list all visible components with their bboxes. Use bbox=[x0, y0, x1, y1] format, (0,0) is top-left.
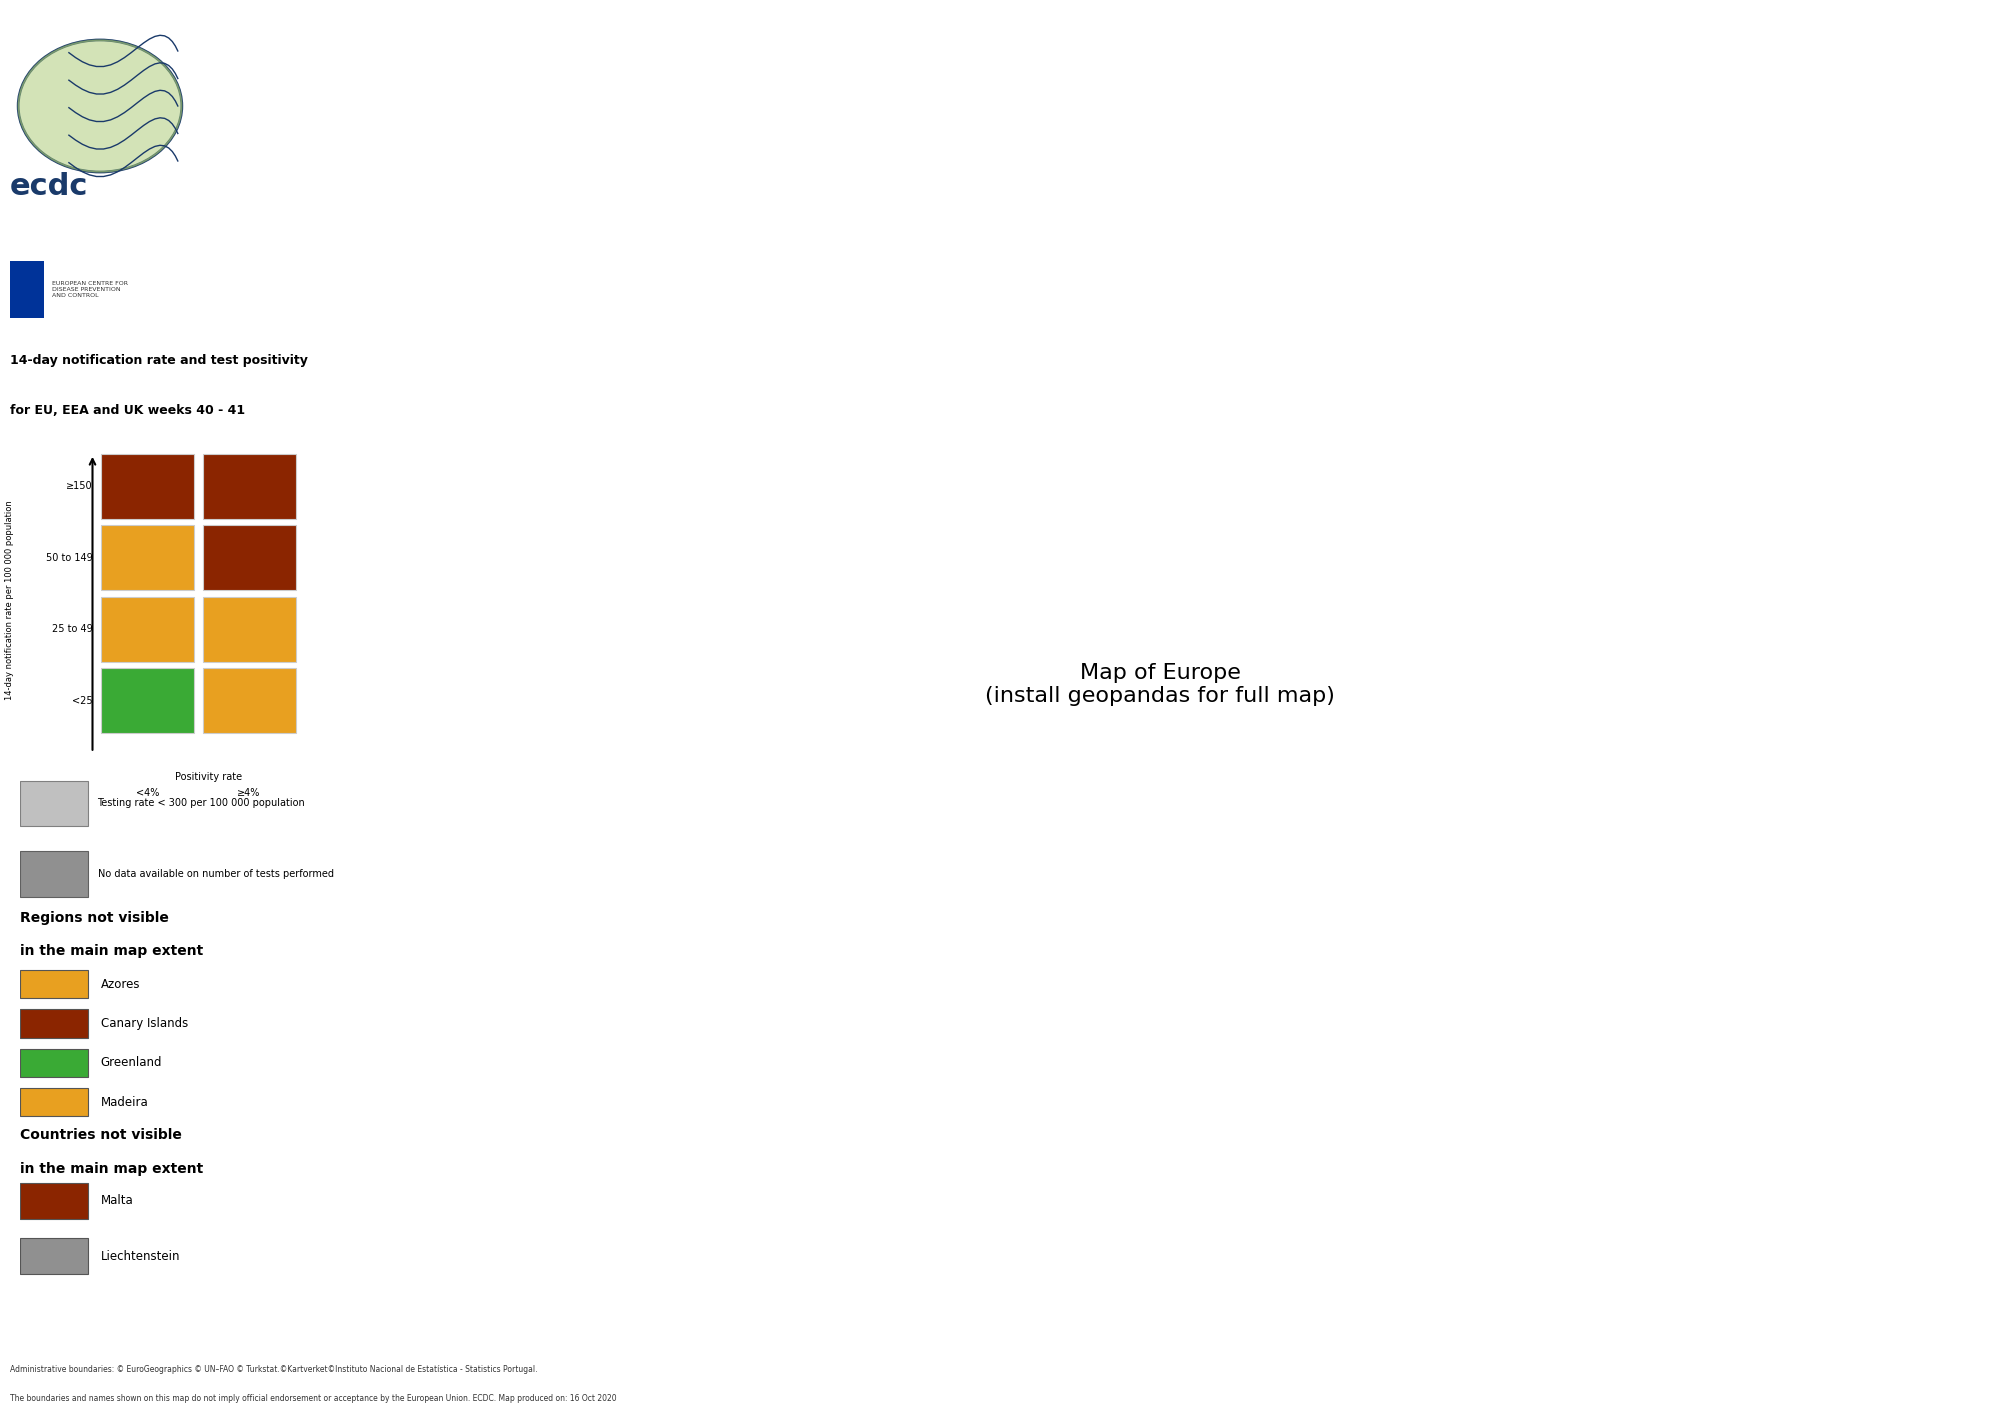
Bar bbox=[20, 970, 88, 998]
Text: Regions not visible: Regions not visible bbox=[20, 911, 168, 925]
Text: Administrative boundaries: © EuroGeographics © UN–FAO © Turkstat.©Kartverket©Ins: Administrative boundaries: © EuroGeograp… bbox=[10, 1365, 538, 1374]
Text: <4%: <4% bbox=[136, 788, 160, 798]
Bar bbox=[20, 781, 88, 826]
Text: 14-day notification rate and test positivity: 14-day notification rate and test positi… bbox=[10, 354, 308, 367]
Bar bbox=[20, 851, 88, 897]
Text: Testing rate < 300 per 100 000 population: Testing rate < 300 per 100 000 populatio… bbox=[98, 798, 306, 809]
Bar bbox=[202, 453, 296, 518]
Text: Azores: Azores bbox=[100, 977, 140, 991]
Bar bbox=[102, 525, 194, 590]
Text: No data available on number of tests performed: No data available on number of tests per… bbox=[98, 868, 334, 880]
Bar bbox=[20, 1183, 88, 1219]
Bar bbox=[102, 453, 194, 518]
Text: Malta: Malta bbox=[100, 1195, 134, 1207]
Bar bbox=[202, 525, 296, 590]
Text: <25: <25 bbox=[72, 696, 92, 706]
Text: ≥150: ≥150 bbox=[66, 481, 92, 491]
Text: EUROPEAN CENTRE FOR
DISEASE PREVENTION
AND CONTROL: EUROPEAN CENTRE FOR DISEASE PREVENTION A… bbox=[52, 281, 128, 298]
Bar bbox=[20, 1238, 88, 1274]
Bar bbox=[20, 1049, 88, 1077]
Text: Canary Islands: Canary Islands bbox=[100, 1017, 188, 1029]
Text: Liechtenstein: Liechtenstein bbox=[100, 1250, 180, 1262]
Bar bbox=[20, 1089, 88, 1117]
Text: 50 to 149: 50 to 149 bbox=[46, 554, 92, 563]
Bar bbox=[202, 597, 296, 662]
Text: Map of Europe
(install geopandas for full map): Map of Europe (install geopandas for ful… bbox=[986, 664, 1334, 706]
Bar bbox=[102, 668, 194, 733]
Text: in the main map extent: in the main map extent bbox=[20, 1162, 204, 1176]
Text: ecdc: ecdc bbox=[10, 172, 88, 201]
Text: Madeira: Madeira bbox=[100, 1096, 148, 1108]
Text: for EU, EEA and UK weeks 40 - 41: for EU, EEA and UK weeks 40 - 41 bbox=[10, 404, 246, 417]
Circle shape bbox=[18, 40, 182, 172]
Text: Positivity rate: Positivity rate bbox=[174, 772, 242, 782]
Text: The boundaries and names shown on this map do not imply official endorsement or : The boundaries and names shown on this m… bbox=[10, 1394, 616, 1402]
Bar bbox=[20, 1010, 88, 1038]
Bar bbox=[102, 597, 194, 662]
Text: in the main map extent: in the main map extent bbox=[20, 943, 204, 957]
Text: ≥4%: ≥4% bbox=[238, 788, 260, 798]
Text: 14-day notification rate per 100 000 population: 14-day notification rate per 100 000 pop… bbox=[6, 500, 14, 700]
Text: 25 to 49: 25 to 49 bbox=[52, 624, 92, 634]
Text: Countries not visible: Countries not visible bbox=[20, 1128, 182, 1142]
Bar bbox=[202, 668, 296, 733]
Text: Greenland: Greenland bbox=[100, 1056, 162, 1069]
FancyBboxPatch shape bbox=[10, 261, 44, 318]
